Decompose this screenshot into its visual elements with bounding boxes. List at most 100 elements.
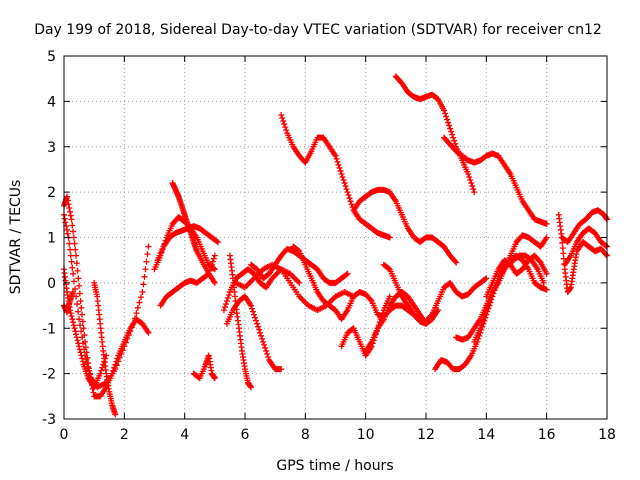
data-point — [111, 364, 118, 371]
series-arc-i — [154, 223, 221, 264]
data-point — [67, 246, 74, 253]
data-point — [444, 116, 451, 123]
x-tick-label: 6 — [241, 427, 250, 443]
data-point — [447, 125, 454, 132]
data-point — [73, 260, 80, 267]
data-point — [75, 340, 82, 347]
series-arc-d — [61, 288, 77, 316]
data-point — [210, 255, 217, 262]
grid-layer — [64, 56, 607, 419]
data-point — [452, 140, 459, 147]
data-point — [145, 243, 152, 250]
data-point — [467, 177, 474, 184]
data-point — [64, 197, 71, 204]
series-arc-g — [169, 180, 218, 286]
series-arc-q — [350, 186, 460, 266]
data-point — [70, 322, 77, 329]
series-arc-e — [91, 279, 119, 418]
data-point — [482, 276, 489, 283]
data-point — [109, 370, 116, 377]
data-point — [258, 332, 265, 339]
data-point — [386, 293, 393, 300]
data-point — [264, 350, 271, 357]
data-point — [259, 335, 266, 342]
series-arc-u — [380, 261, 490, 327]
x-tick-label: 16 — [538, 427, 556, 443]
x-tick-label: 10 — [357, 427, 375, 443]
data-point — [114, 355, 121, 362]
series-arc-ad — [561, 225, 610, 268]
data-point — [468, 180, 475, 187]
data-point — [76, 282, 83, 289]
data-point — [222, 301, 229, 308]
data-point — [248, 302, 255, 309]
data-point — [479, 319, 486, 326]
data-point — [442, 110, 449, 117]
data-point — [84, 354, 91, 361]
y-tick-label: -3 — [42, 412, 56, 428]
data-point — [223, 298, 230, 305]
data-point — [209, 258, 216, 265]
data-point — [385, 265, 392, 272]
x-tick-label: 2 — [120, 427, 129, 443]
data-point — [252, 314, 259, 321]
data-point — [68, 258, 75, 265]
data-point — [67, 208, 74, 215]
data-point — [261, 341, 268, 348]
data-point — [481, 313, 488, 320]
y-tick-label: 4 — [47, 94, 56, 110]
data-point — [144, 251, 151, 258]
x-tick-label: 12 — [417, 427, 435, 443]
x-axis-label: GPS time / hours — [276, 458, 393, 474]
data-point — [602, 242, 609, 249]
data-point — [76, 316, 83, 323]
data-point — [74, 267, 81, 274]
data-point — [64, 230, 71, 237]
data-point — [68, 313, 75, 320]
data-point — [452, 258, 459, 265]
data-point — [210, 265, 217, 272]
data-point — [485, 301, 492, 308]
data-point — [211, 266, 218, 273]
series-arc-w — [441, 134, 550, 227]
data-point — [74, 337, 81, 344]
data-point — [83, 349, 90, 356]
data-point — [69, 316, 76, 323]
data-point — [224, 295, 231, 301]
data-point — [67, 310, 74, 317]
data-point — [90, 389, 97, 396]
data-point — [69, 222, 76, 229]
data-point — [79, 311, 86, 318]
data-point — [64, 226, 71, 233]
data-point — [71, 278, 78, 285]
data-point — [283, 127, 290, 134]
x-tick-label: 0 — [60, 427, 69, 443]
data-point — [477, 325, 484, 332]
data-point — [257, 329, 264, 336]
data-point — [281, 121, 288, 128]
chart-title: Day 199 of 2018, Sidereal Day-to-day VTE… — [34, 22, 602, 38]
data-point — [98, 367, 105, 374]
data-point — [265, 353, 272, 360]
data-point — [81, 332, 88, 339]
series-arc-m — [226, 252, 255, 391]
data-point — [139, 288, 146, 295]
data-point — [73, 252, 80, 259]
data-point — [145, 329, 152, 336]
data-point — [367, 296, 374, 303]
data-point — [560, 255, 567, 262]
data-point — [211, 252, 218, 259]
data-point — [77, 298, 84, 305]
data-point — [61, 215, 68, 222]
data-point — [74, 301, 81, 308]
data-point — [348, 201, 355, 208]
data-point — [378, 313, 385, 320]
data-point — [79, 318, 86, 325]
data-point — [213, 238, 220, 245]
data-point — [211, 279, 218, 286]
data-point — [80, 325, 87, 332]
data-point — [543, 270, 550, 277]
data-point — [70, 270, 77, 277]
data-point — [453, 259, 460, 266]
data-point — [76, 343, 83, 350]
